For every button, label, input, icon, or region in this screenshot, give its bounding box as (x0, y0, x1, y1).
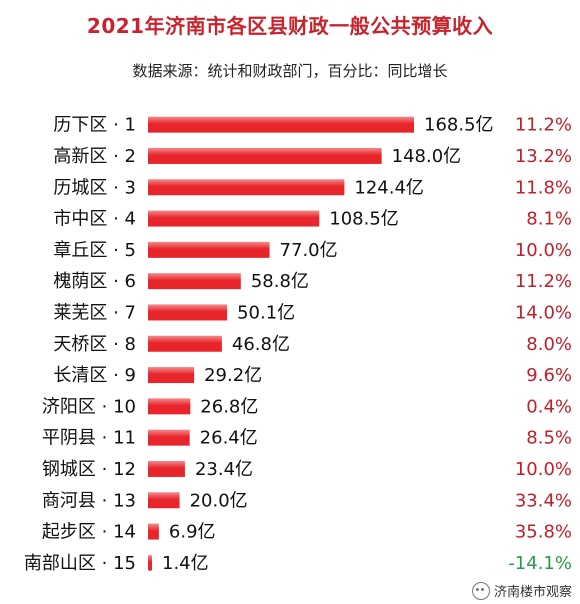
bar (148, 367, 195, 384)
category-label: 历下区 · 1 (53, 115, 136, 136)
bar (148, 398, 191, 415)
bar (148, 241, 270, 258)
value-label: 148.0亿 (392, 146, 462, 167)
value-label: 26.4亿 (200, 428, 258, 449)
value-label: 58.8亿 (251, 271, 309, 292)
category-label: 平阴县 · 11 (42, 428, 136, 449)
bar (148, 492, 180, 509)
footer-text: 济南楼市观察 (493, 585, 572, 600)
category-label: 天桥区 · 8 (53, 334, 136, 355)
growth-label: 9.6% (526, 365, 572, 386)
value-label: 26.8亿 (200, 396, 258, 417)
bar (148, 273, 241, 290)
growth-label: 8.0% (526, 334, 572, 355)
growth-label: 14.0% (515, 302, 572, 323)
value-label: 168.5亿 (424, 115, 494, 136)
category-label: 历城区 · 3 (53, 177, 136, 198)
growth-label: 10.0% (515, 459, 572, 480)
bar (148, 429, 190, 446)
growth-label: -14.1% (508, 553, 572, 574)
bar (148, 523, 159, 540)
category-label: 起步区 · 14 (42, 522, 136, 543)
bar (148, 179, 345, 196)
value-label: 29.2亿 (204, 365, 262, 386)
growth-label: 11.2% (515, 115, 572, 136)
chart-title: 2021年济南市各区县财政一般公共预算收入 (86, 14, 494, 38)
category-label: 钢城区 · 12 (42, 459, 136, 480)
growth-label: 13.2% (515, 146, 572, 167)
wechat-icon (471, 581, 490, 600)
category-label: 市中区 · 4 (53, 209, 136, 230)
category-label: 长清区 · 9 (53, 365, 136, 386)
bar (148, 304, 228, 321)
category-label: 济阳区 · 10 (42, 396, 136, 417)
value-label: 20.0亿 (190, 490, 248, 511)
growth-label: 8.5% (526, 428, 572, 449)
growth-label: 10.0% (515, 240, 572, 261)
category-label: 莱芜区 · 7 (53, 302, 136, 323)
value-label: 108.5亿 (329, 209, 399, 230)
growth-label: 8.1% (526, 209, 572, 230)
growth-label: 35.8% (515, 522, 572, 543)
value-label: 46.8亿 (232, 334, 290, 355)
value-label: 50.1亿 (237, 302, 295, 323)
bar (148, 460, 185, 477)
category-label: 章丘区 · 5 (53, 240, 136, 261)
bar (148, 116, 414, 133)
chart-subtitle: 数据来源：统计和财政部门，百分比：同比增长 (132, 62, 448, 80)
growth-label: 11.2% (515, 271, 572, 292)
bar (148, 210, 320, 227)
growth-label: 11.8% (515, 177, 572, 198)
value-label: 124.4亿 (354, 177, 424, 198)
value-label: 6.9亿 (169, 522, 216, 543)
growth-label: 0.4% (526, 396, 572, 417)
category-label: 商河县 · 13 (42, 490, 136, 511)
footer-watermark: 济南楼市观察 (471, 581, 572, 600)
growth-label: 33.4% (515, 490, 572, 511)
value-label: 77.0亿 (280, 240, 338, 261)
value-label: 1.4亿 (162, 553, 209, 574)
value-label: 23.4亿 (195, 459, 253, 480)
category-label: 南部山区 · 15 (24, 553, 136, 574)
bar (148, 554, 152, 571)
category-label: 高新区 · 2 (53, 146, 136, 167)
bar (148, 147, 382, 164)
category-label: 槐荫区 · 6 (53, 271, 136, 292)
bar (148, 335, 222, 352)
